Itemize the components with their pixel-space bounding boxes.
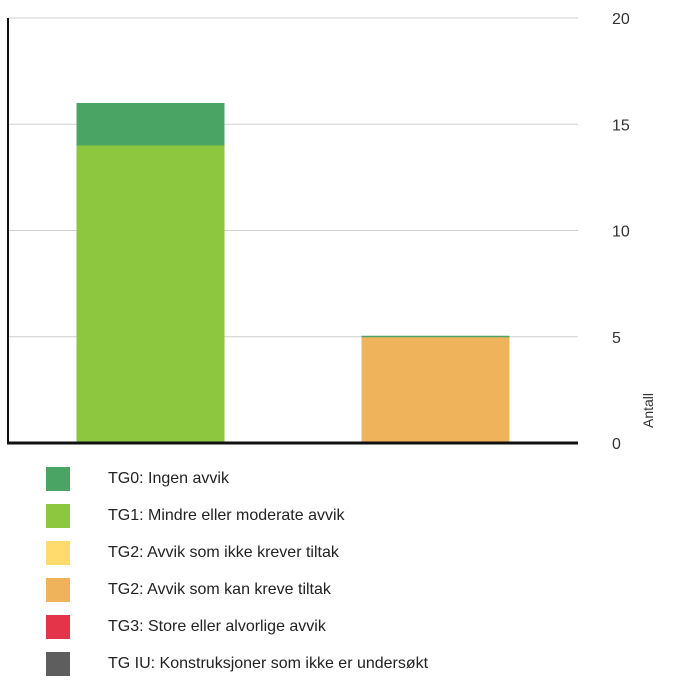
legend-item: TG0: Ingen avvik — [46, 467, 428, 491]
legend-swatch — [46, 504, 70, 528]
legend-swatch — [46, 652, 70, 676]
legend-label: TG3: Store eller alvorlige avvik — [108, 618, 326, 635]
legend-label: TG0: Ingen avvik — [108, 470, 229, 487]
bars — [76, 103, 510, 443]
legend-item: TG1: Mindre eller moderate avvik — [46, 504, 428, 528]
legend-item: TG IU: Konstruksjoner som ikke er unders… — [46, 652, 428, 676]
legend-swatch — [46, 541, 70, 565]
legend-item: TG2: Avvik som kan kreve tiltak — [46, 578, 428, 602]
y-tick-label: 15 — [612, 117, 630, 134]
bar-segment — [76, 145, 225, 443]
legend-swatch — [46, 578, 70, 602]
legend-label: TG IU: Konstruksjoner som ikke er unders… — [108, 655, 429, 672]
bar-chart: 0 5 10 15 20 Antall — [7, 11, 656, 453]
bar-segment — [361, 336, 510, 443]
legend-label: TG1: Mindre eller moderate avvik — [108, 507, 345, 524]
axes — [7, 18, 578, 445]
y-axis-title: Antall — [640, 393, 656, 428]
y-tick-label: 20 — [612, 11, 630, 28]
legend-swatch — [46, 615, 70, 639]
y-tick-label: 5 — [612, 330, 621, 347]
legend-item: TG2: Avvik som ikke krever tiltak — [46, 541, 428, 565]
legend-label: TG2: Avvik som kan kreve tiltak — [108, 581, 331, 598]
legend-swatch — [46, 467, 70, 491]
legend-label: TG2: Avvik som ikke krever tiltak — [108, 544, 339, 561]
bar-segment — [76, 103, 225, 146]
y-tick-label: 10 — [612, 224, 630, 241]
legend-item: TG3: Store eller alvorlige avvik — [46, 615, 428, 639]
legend: TG0: Ingen avvik TG1: Mindre eller modera… — [46, 467, 428, 689]
y-tick-labels: 0 5 10 15 20 — [612, 11, 630, 453]
bar-top-edge — [361, 335, 510, 338]
y-tick-label: 0 — [612, 436, 621, 453]
